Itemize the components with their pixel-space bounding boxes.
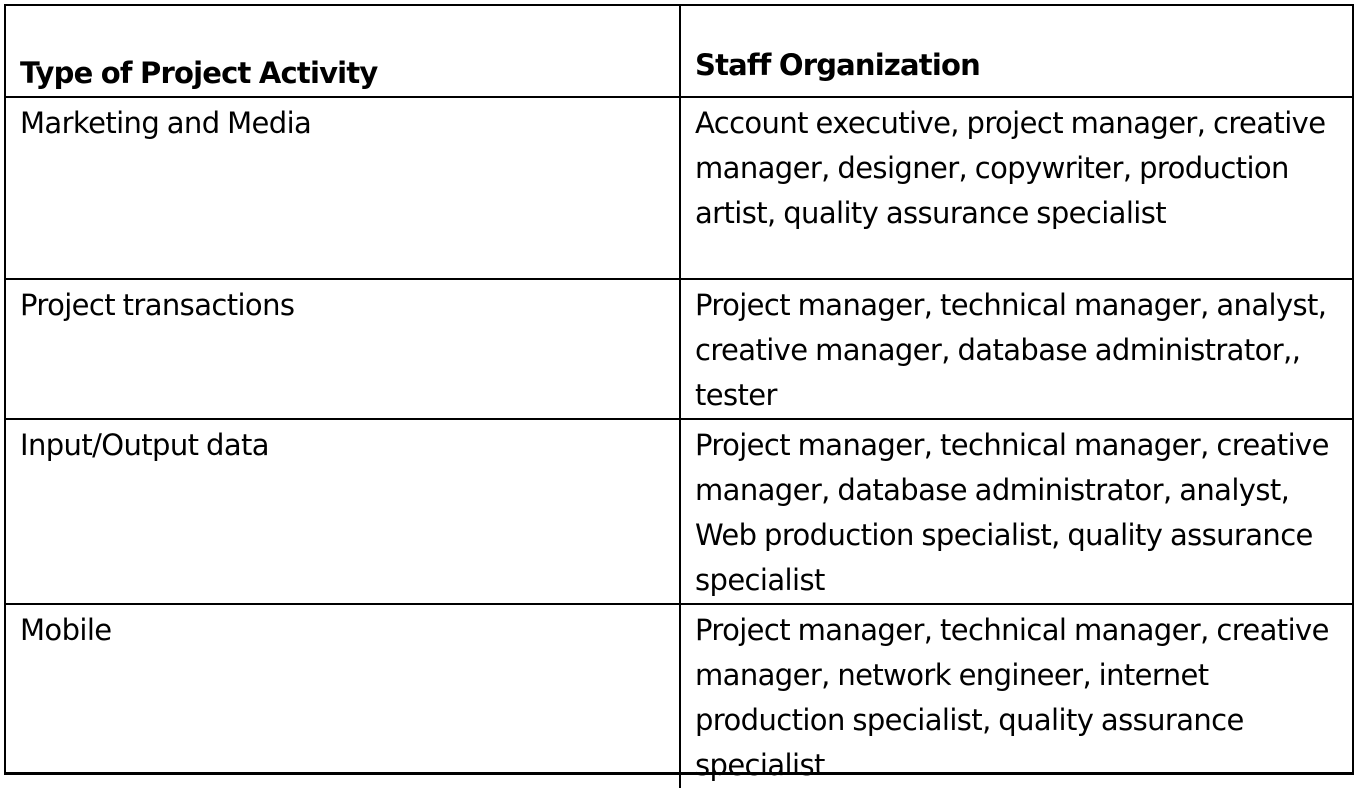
staff-organization-table: Type of Project Activity Staff Organizat…: [6, 6, 1352, 788]
staff-cell: Project manager, technical manager, crea…: [679, 418, 1352, 605]
table-row: Input/Output data Project manager, techn…: [6, 418, 1352, 605]
header-staff-organization: Staff Organization: [679, 6, 1352, 98]
staff-cell: Project manager, technical manager, anal…: [679, 278, 1352, 420]
table-row: Marketing and Media Account executive, p…: [6, 96, 1352, 280]
table-row: Project transactions Project manager, te…: [6, 278, 1352, 420]
table-row: Mobile Project manager, technical manage…: [6, 603, 1352, 788]
activity-cell: Project transactions: [6, 278, 681, 420]
activity-cell: Mobile: [6, 603, 681, 788]
activity-cell: Marketing and Media: [6, 96, 681, 280]
header-type-of-project-activity: Type of Project Activity: [6, 6, 681, 98]
staff-cell: Project manager, technical manager, crea…: [679, 603, 1352, 788]
table-header-row: Type of Project Activity Staff Organizat…: [6, 6, 1352, 98]
staff-cell: Account executive, project manager, crea…: [679, 96, 1352, 280]
staff-organization-table-frame: Type of Project Activity Staff Organizat…: [4, 4, 1354, 788]
activity-cell: Input/Output data: [6, 418, 681, 605]
